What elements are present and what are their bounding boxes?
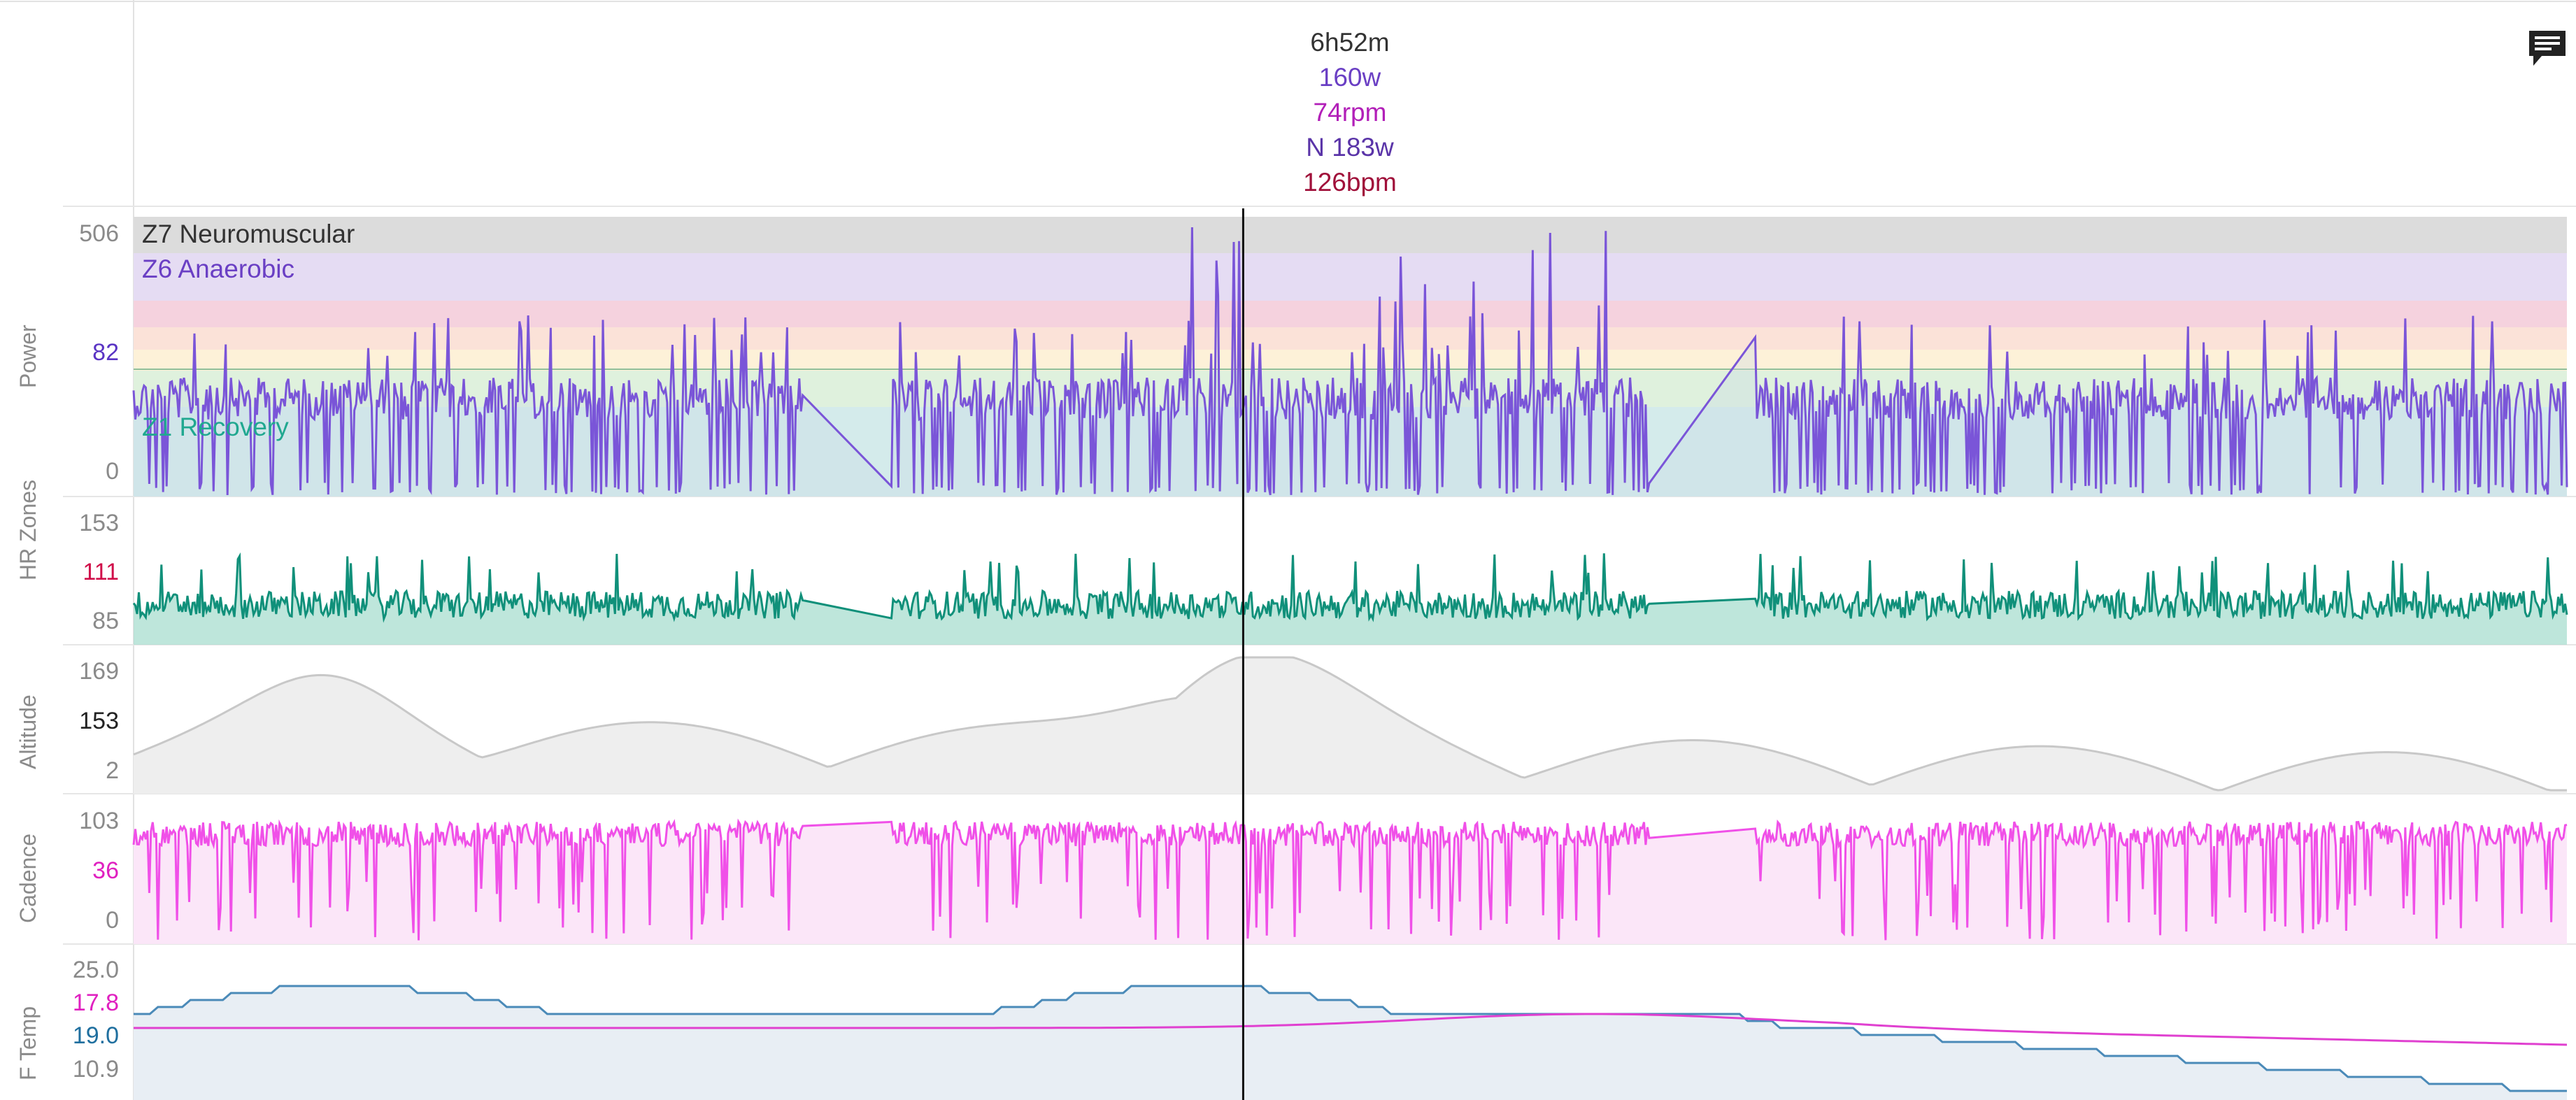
cadence-tick-current: 36 — [92, 857, 119, 884]
zone-band-z4 — [134, 327, 2567, 350]
altitude-tick-min: 2 — [106, 757, 119, 784]
hr-tick-min: 85 — [92, 608, 119, 634]
power-tick-min: 0 — [106, 458, 119, 485]
zone-band-z1 — [134, 407, 2567, 497]
altitude-tick-current: 153 — [79, 708, 119, 734]
ftemp-tick-alt: 17.8 — [72, 990, 119, 1016]
zone-band-z3 — [134, 350, 2567, 371]
cadence-tick-max: 103 — [79, 808, 119, 834]
tooltip-time: 6h52m — [1310, 28, 1390, 57]
zone-label-z7: Z7 Neuromuscular — [142, 220, 355, 248]
cadence-series-line — [132, 818, 2568, 941]
tooltip-heart-rate: 126bpm — [1303, 168, 1397, 197]
altitude-area — [134, 657, 2567, 794]
power-area — [134, 227, 2567, 497]
altitude-tick-max: 169 — [79, 658, 119, 685]
hr-area — [134, 553, 2567, 645]
hr-tick-current: 111 — [83, 559, 119, 585]
hr-series-line — [132, 552, 2568, 623]
altitude-series-line — [133, 656, 2567, 792]
power-tick-max: 506 — [79, 220, 119, 247]
zone-band-z6 — [134, 253, 2567, 301]
ftemp-tick-max: 25.0 — [72, 957, 119, 983]
notes-icon[interactable] — [2526, 28, 2568, 70]
power-series-line — [132, 227, 2568, 496]
tooltip-cadence: 74rpm — [1313, 98, 1387, 127]
tooltip-normalized-power: N 183w — [1306, 133, 1394, 162]
zone-label-z1: Z1 Recovery — [142, 413, 289, 441]
ftemp-series-line — [134, 985, 2567, 1092]
ftemp-area — [134, 986, 2567, 1100]
ftemp-tick-current: 19.0 — [72, 1022, 119, 1049]
power-tick-current: 82 — [92, 339, 119, 366]
hr-tick-max: 153 — [79, 510, 119, 536]
ftemp-secondary-line — [134, 1013, 2568, 1046]
zone-band-z5 — [134, 301, 2567, 327]
zone-band-z7 — [134, 217, 2567, 253]
ftemp-tick-min: 10.9 — [72, 1056, 119, 1083]
zone-label-z6: Z6 Anaerobic — [142, 255, 295, 283]
tooltip-power: 160w — [1318, 63, 1381, 92]
cadence-tick-min: 0 — [106, 907, 119, 934]
